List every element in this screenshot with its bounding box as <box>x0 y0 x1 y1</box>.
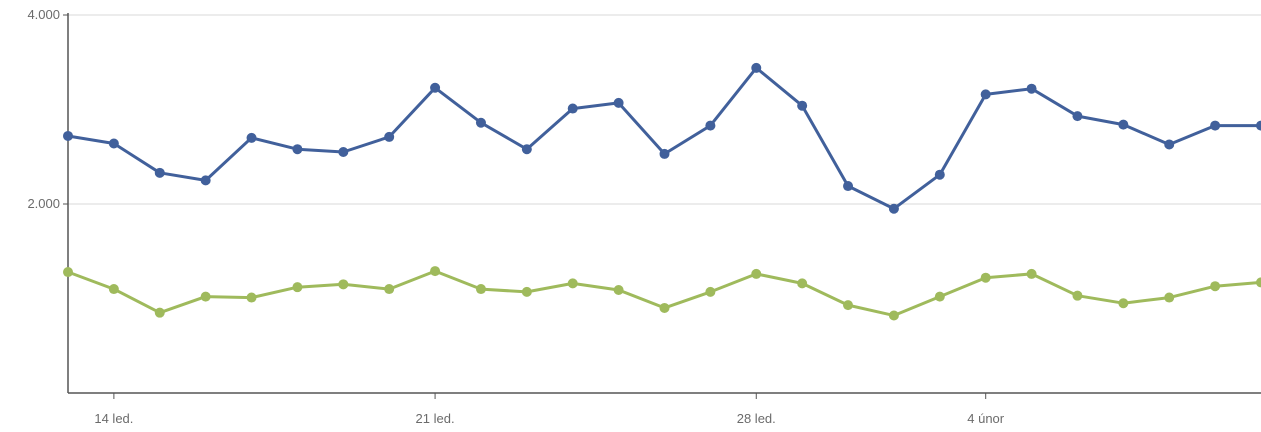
tick-labels: 4.000 2.000 14 led. 21 led. 28 led. 4 únor <box>27 7 1004 426</box>
data-point <box>751 62 762 73</box>
x-tick-label: 21 led. <box>416 411 455 426</box>
axes <box>63 13 1261 399</box>
data-point <box>475 284 486 295</box>
data-point <box>1026 83 1037 94</box>
data-point <box>521 286 532 297</box>
data-point <box>797 100 808 111</box>
series-group <box>63 62 1261 321</box>
data-point <box>430 82 441 93</box>
data-point <box>797 278 808 289</box>
data-point <box>934 169 945 180</box>
x-tick-label: 4 únor <box>967 411 1005 426</box>
y-tick-label: 2.000 <box>27 196 60 211</box>
data-point <box>1164 139 1175 150</box>
data-point <box>1256 120 1261 131</box>
data-point <box>430 266 441 277</box>
data-point <box>843 300 854 311</box>
data-point <box>705 286 716 297</box>
data-point <box>1118 119 1129 130</box>
x-tick-label: 28 led. <box>737 411 776 426</box>
data-point <box>705 120 716 131</box>
data-point <box>63 267 73 278</box>
data-point <box>980 89 991 100</box>
data-point <box>934 291 945 302</box>
data-point <box>338 279 349 290</box>
data-point <box>659 302 670 313</box>
data-point <box>1118 298 1129 309</box>
data-point <box>1072 290 1083 301</box>
data-point <box>292 144 303 155</box>
data-point <box>888 203 899 214</box>
data-point <box>63 130 73 141</box>
data-point <box>1164 292 1175 303</box>
data-point <box>200 175 211 186</box>
data-point <box>1256 277 1261 288</box>
grid-lines <box>68 14 1261 205</box>
data-point <box>751 268 762 279</box>
data-point <box>1210 120 1221 131</box>
data-point <box>475 117 486 128</box>
data-point <box>1072 111 1083 122</box>
data-point <box>384 131 395 142</box>
data-point <box>200 291 211 302</box>
data-point <box>980 272 991 283</box>
data-point <box>246 132 257 143</box>
data-point <box>888 310 899 321</box>
data-point <box>567 278 578 289</box>
data-point <box>843 181 854 192</box>
data-point <box>246 292 257 303</box>
data-point <box>338 147 349 158</box>
data-point <box>1210 281 1221 292</box>
data-point <box>108 138 119 149</box>
data-point <box>292 282 303 293</box>
data-point <box>613 284 624 295</box>
data-point <box>384 284 395 295</box>
data-point <box>613 97 624 108</box>
y-tick-label: 4.000 <box>27 7 60 22</box>
data-point <box>567 103 578 114</box>
data-point <box>108 284 119 295</box>
data-point <box>154 167 165 178</box>
data-point <box>521 144 532 155</box>
data-point <box>659 148 670 159</box>
data-point <box>154 307 165 318</box>
x-tick-label: 14 led. <box>94 411 133 426</box>
data-point <box>1026 268 1037 279</box>
